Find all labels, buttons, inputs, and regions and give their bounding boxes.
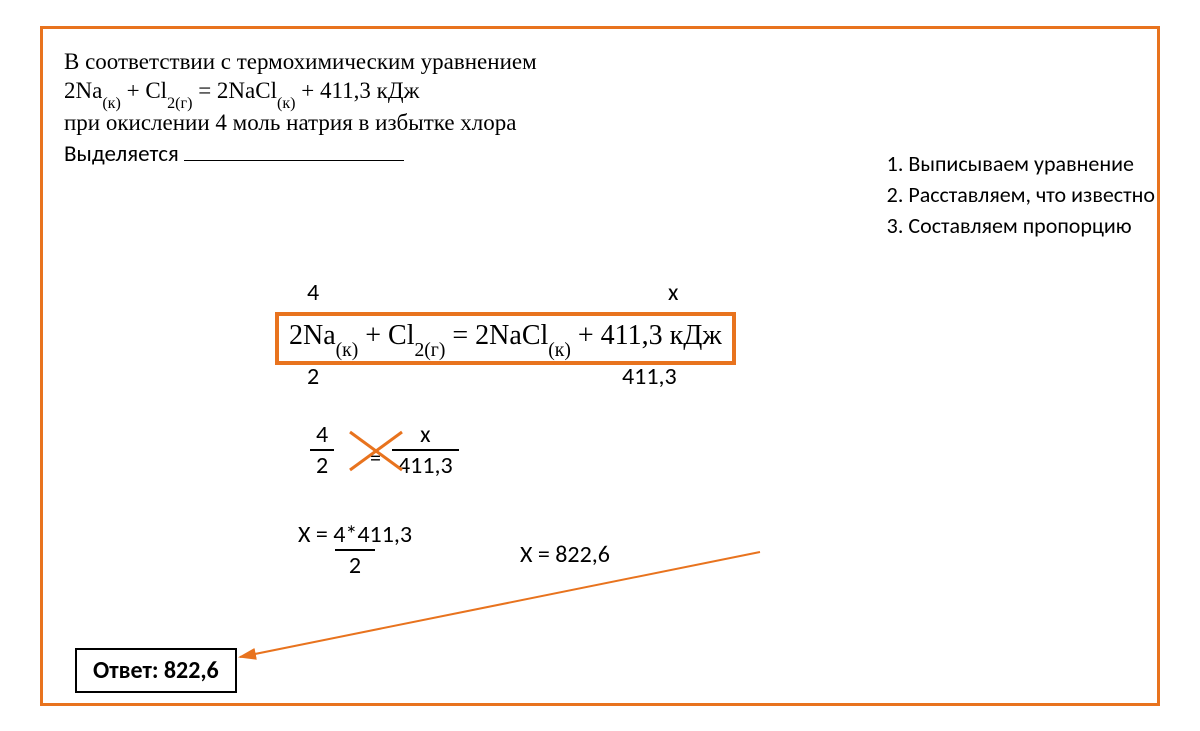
annot-bottom-left: 2 bbox=[307, 362, 319, 391]
problem-line4: Выделяется bbox=[64, 138, 537, 169]
blank-line bbox=[184, 138, 404, 161]
problem-equation: 2Na(к) + Cl2(г) = 2NaCl(к) + 411,3 кДж bbox=[64, 77, 537, 110]
answer-box: Ответ: 822,6 bbox=[75, 648, 237, 693]
fraction-left: 4 2 bbox=[310, 420, 334, 480]
annot-bottom-right: 411,3 bbox=[622, 362, 677, 391]
cross-multiply-icon bbox=[346, 428, 406, 474]
annot-top-right: х bbox=[668, 278, 678, 307]
annot-top-left: 4 bbox=[307, 278, 319, 307]
step-1: Выписываем уравнение bbox=[908, 150, 1155, 177]
step-2: Расставляем, что известно bbox=[908, 181, 1155, 208]
equation-box: 2Na(к) + Cl2(г) = 2NaCl(к) + 411,3 кДж bbox=[275, 312, 736, 365]
problem-line3: при окислении 4 моль натрия в избытке хл… bbox=[64, 109, 537, 138]
problem-line1: В соответствии с термохимическим уравнен… bbox=[64, 48, 537, 77]
arrow-to-answer-icon bbox=[230, 535, 780, 665]
problem-statement: В соответствии с термохимическим уравнен… bbox=[64, 48, 537, 169]
steps-list: Выписываем уравнение Расставляем, что из… bbox=[880, 150, 1155, 243]
step-3: Составляем пропорцию bbox=[908, 212, 1155, 239]
